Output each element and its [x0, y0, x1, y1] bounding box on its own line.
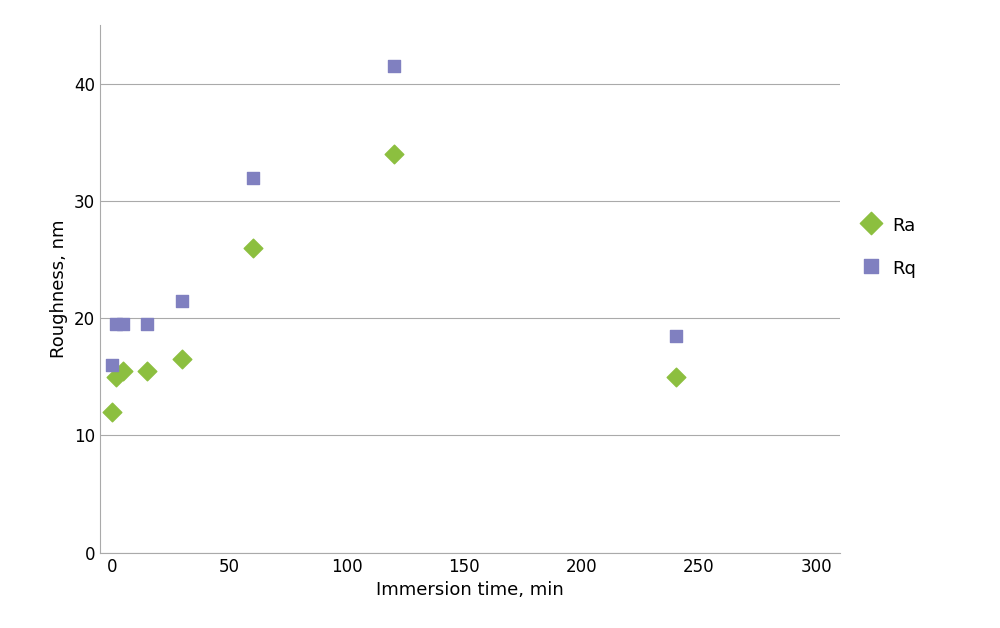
Ra	[245, 243, 261, 253]
Legend: Ra, Rq: Ra, Rq	[864, 214, 917, 279]
Rq	[108, 319, 124, 329]
Rq	[139, 319, 155, 329]
Rq	[104, 360, 120, 370]
Ra	[139, 366, 155, 376]
Ra	[115, 366, 131, 376]
Rq	[245, 173, 261, 183]
Rq	[115, 319, 131, 329]
Rq	[174, 296, 190, 306]
Ra	[174, 354, 190, 364]
Rq	[668, 331, 684, 341]
Ra	[668, 372, 684, 382]
Ra	[104, 407, 120, 417]
Rq	[386, 61, 402, 71]
X-axis label: Immersion time, min: Immersion time, min	[376, 581, 564, 599]
Y-axis label: Roughness, nm: Roughness, nm	[50, 220, 68, 358]
Ra	[386, 149, 402, 159]
Ra	[108, 372, 124, 382]
